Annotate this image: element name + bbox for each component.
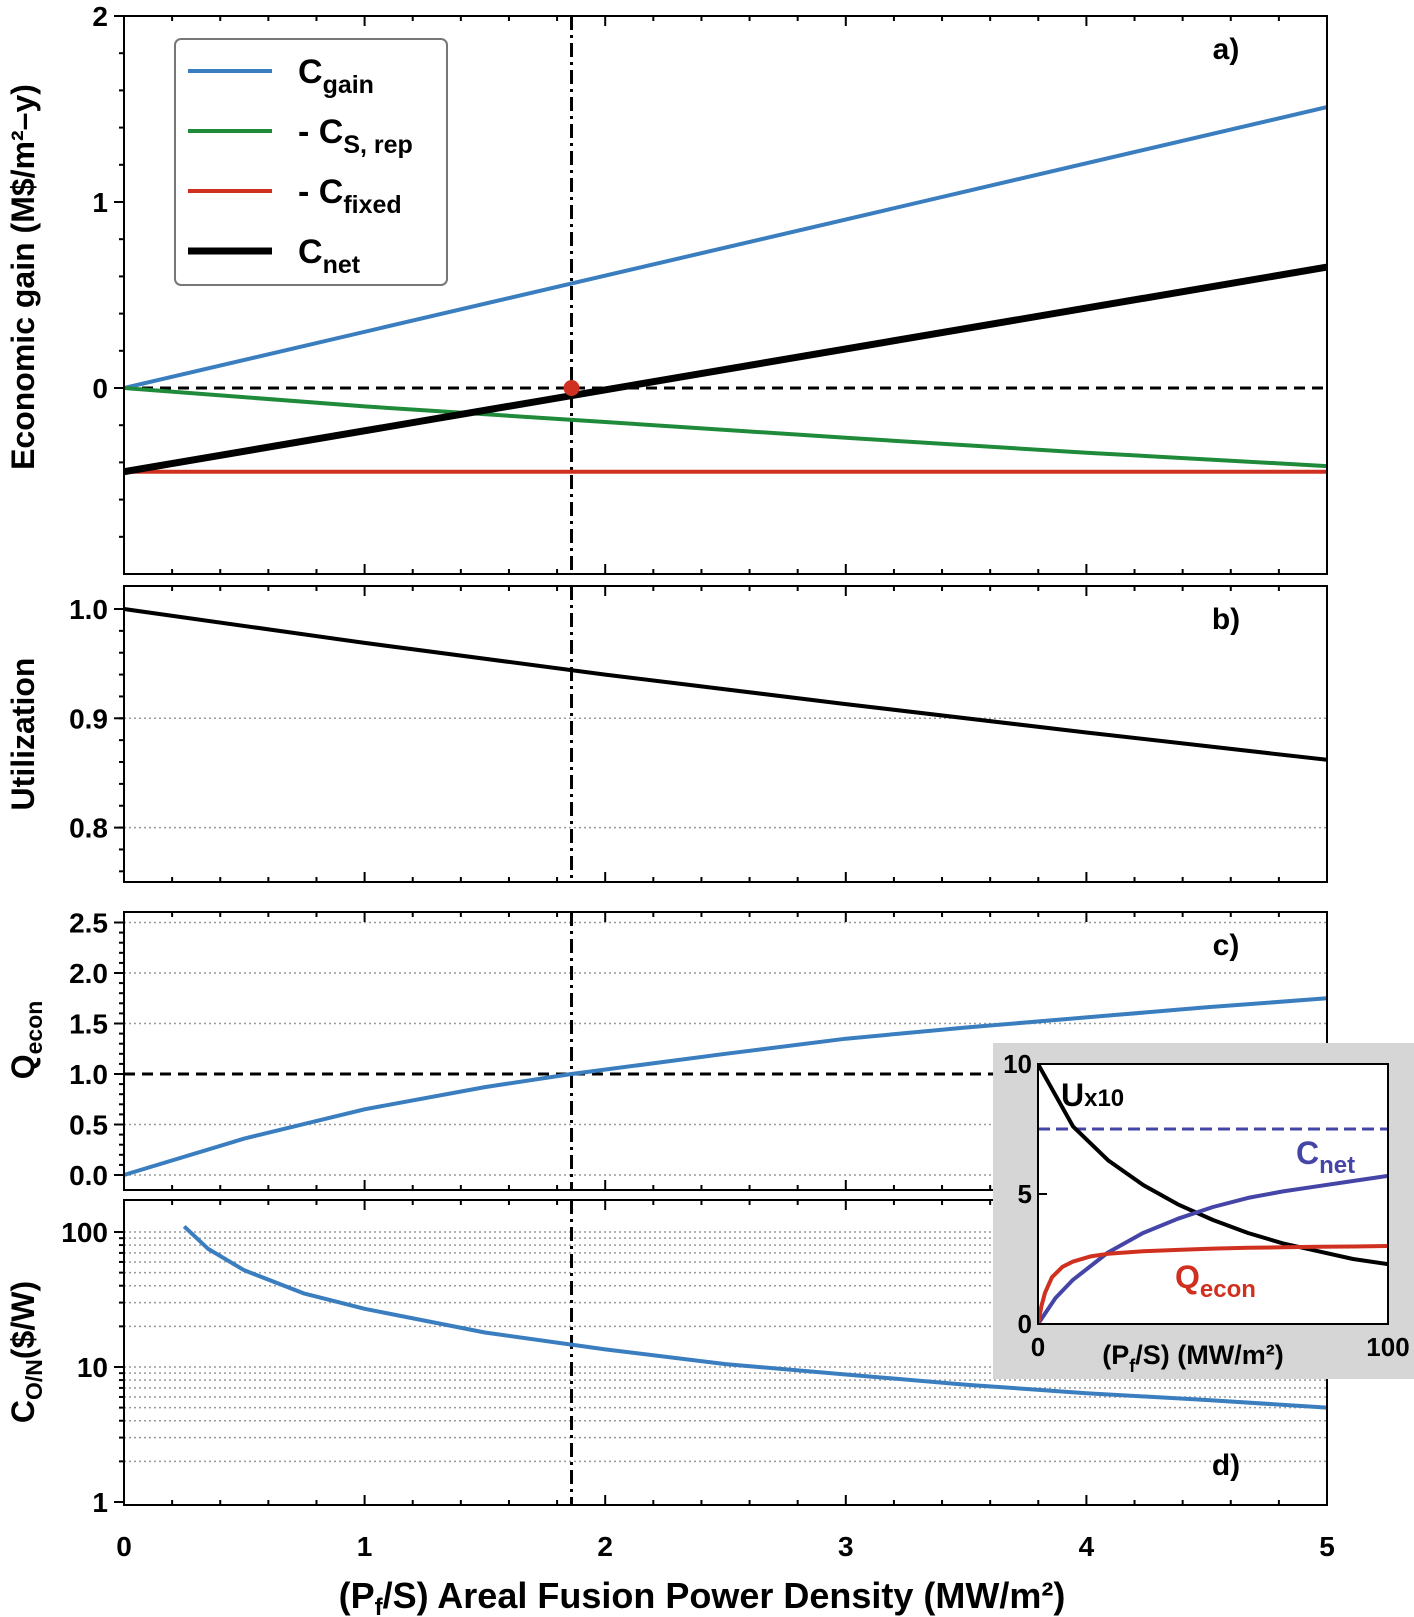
x-axis-title-sub: f bbox=[375, 1594, 384, 1617]
legend-main: C bbox=[319, 113, 344, 151]
panel-a: 0 1 2 a) bbox=[92, 1, 1328, 575]
inset-series-label: Ux10 bbox=[1061, 1077, 1124, 1113]
inset-x-title-pre: (P bbox=[1102, 1340, 1129, 1370]
y-tick-label: 0.8 bbox=[69, 813, 108, 844]
y-axis-title-d: CO/N($/W) bbox=[5, 1281, 47, 1423]
inset-line-qecon bbox=[1038, 1244, 1388, 1324]
panel-label: b) bbox=[1212, 603, 1240, 636]
y-tick-label: 10 bbox=[77, 1352, 108, 1383]
y-tick-label: 0.0 bbox=[69, 1160, 108, 1191]
legend-sub: net bbox=[323, 251, 361, 279]
y-axis-title-a: Economic gain (M$/m²–y) bbox=[5, 84, 41, 470]
breakeven-point bbox=[563, 380, 580, 396]
panel-c: 0.0 0.5 1.0 1.5 2.0 2.5 c) bbox=[69, 908, 1328, 1191]
inset-label-main: Q bbox=[1175, 1259, 1200, 1295]
series-line-c-net bbox=[124, 263, 1327, 476]
panel-label: d) bbox=[1212, 1449, 1240, 1482]
legend-sub: fixed bbox=[343, 191, 401, 219]
inset-label-sub: x10 bbox=[1084, 1085, 1124, 1112]
inset-x-title-sub: f bbox=[1129, 1356, 1136, 1376]
legend-main: C bbox=[319, 173, 344, 211]
inset-label-sub: net bbox=[1319, 1152, 1355, 1179]
x-tick-label: 0 bbox=[116, 1531, 132, 1562]
y-tick-label: 2 bbox=[92, 1, 108, 32]
legend-sub: S, rep bbox=[343, 131, 412, 159]
panel-label: a) bbox=[1213, 33, 1240, 66]
legend-box bbox=[174, 38, 448, 286]
panel-label: c) bbox=[1213, 929, 1240, 962]
legend-label: Cgain bbox=[298, 53, 374, 99]
inset-y-tick-label: 5 bbox=[1018, 1179, 1032, 1209]
inset-label-main: C bbox=[1296, 1135, 1319, 1171]
y-tick-label: 100 bbox=[61, 1217, 108, 1248]
y-tick-label: 1 bbox=[92, 1487, 108, 1518]
legend-label: - Cfixed bbox=[298, 173, 402, 219]
y-axis-title-sub: econ bbox=[21, 1001, 47, 1055]
y-tick-label: 1.5 bbox=[69, 1009, 108, 1040]
inset-series-group bbox=[1038, 1064, 1388, 1324]
panel-d: 1 10 100 d) bbox=[61, 1199, 1328, 1518]
x-tick-label: 5 bbox=[1319, 1531, 1335, 1562]
series-group bbox=[182, 1224, 1327, 1410]
y-tick-label: 0.5 bbox=[69, 1110, 108, 1141]
inset-y-tick-label: 10 bbox=[1003, 1049, 1032, 1079]
legend-prefix: - bbox=[298, 113, 319, 151]
inset-x-title-post: /S) (MW/m²) bbox=[1135, 1340, 1283, 1370]
panel-frame bbox=[123, 15, 1328, 575]
series-line-d bbox=[182, 1224, 1327, 1410]
x-tick-label: 3 bbox=[838, 1531, 854, 1562]
x-axis-title-pre: (P bbox=[339, 1575, 375, 1616]
y-axis-title-b: Utilization bbox=[5, 658, 41, 811]
y-tick-label: 2.0 bbox=[69, 958, 108, 989]
series-line-b bbox=[124, 607, 1327, 762]
x-tick-label: 1 bbox=[357, 1531, 373, 1562]
legend-sub: gain bbox=[323, 71, 374, 99]
inset-label-main: U bbox=[1061, 1077, 1084, 1113]
series-line--c-s-rep bbox=[124, 386, 1327, 469]
series-line-c-gain bbox=[124, 105, 1327, 390]
inset-x-axis-title: (Pf/S) (MW/m²) bbox=[1102, 1340, 1283, 1376]
inset-label-sub: econ bbox=[1200, 1276, 1256, 1303]
inset-series-label: Qecon bbox=[1175, 1259, 1256, 1303]
y-axis-title-main: Q bbox=[5, 1054, 41, 1079]
legend-label: - CS, rep bbox=[298, 113, 413, 159]
legend-main: C bbox=[298, 233, 323, 271]
legend-label: Cnet bbox=[298, 233, 361, 279]
panel-frame bbox=[123, 585, 1328, 883]
series-line-c bbox=[124, 996, 1327, 1177]
series-group bbox=[124, 607, 1327, 762]
y-tick-label: 1 bbox=[92, 187, 108, 218]
inset-y-tick-label: 0 bbox=[1018, 1309, 1032, 1339]
y-tick-label: 1.0 bbox=[69, 1059, 108, 1090]
inset-x-tick-label: 0 bbox=[1031, 1332, 1045, 1362]
series-group bbox=[124, 996, 1327, 1177]
inset-line-cnet bbox=[1038, 1173, 1388, 1324]
x-axis-title: (Pf/S) Areal Fusion Power Density (MW/m²… bbox=[339, 1575, 1066, 1617]
series-group bbox=[124, 105, 1327, 476]
y-tick-label: 0 bbox=[92, 373, 108, 404]
y-axis-title-sub: O/N bbox=[21, 1359, 47, 1400]
y-axis-title-c: Qecon bbox=[5, 1001, 47, 1080]
y-axis-title-main: C bbox=[5, 1400, 41, 1423]
y-tick-label: 1.0 bbox=[69, 594, 108, 625]
x-tick-label: 4 bbox=[1079, 1531, 1095, 1562]
panel-b: 0.8 0.9 1.0 b) bbox=[69, 585, 1328, 883]
y-tick-label: 2.5 bbox=[69, 908, 108, 939]
legend-prefix: - bbox=[298, 173, 319, 211]
y-axis-title-unit: ($/W) bbox=[5, 1281, 41, 1359]
x-tick-label: 2 bbox=[597, 1531, 613, 1562]
inset-x-tick-label: 100 bbox=[1366, 1332, 1409, 1362]
y-tick-label: 0.9 bbox=[69, 703, 108, 734]
x-axis-title-post: /S) Areal Fusion Power Density (MW/m²) bbox=[383, 1575, 1066, 1616]
inset-series-label: Cnet bbox=[1296, 1135, 1355, 1179]
legend-main: C bbox=[298, 53, 323, 91]
